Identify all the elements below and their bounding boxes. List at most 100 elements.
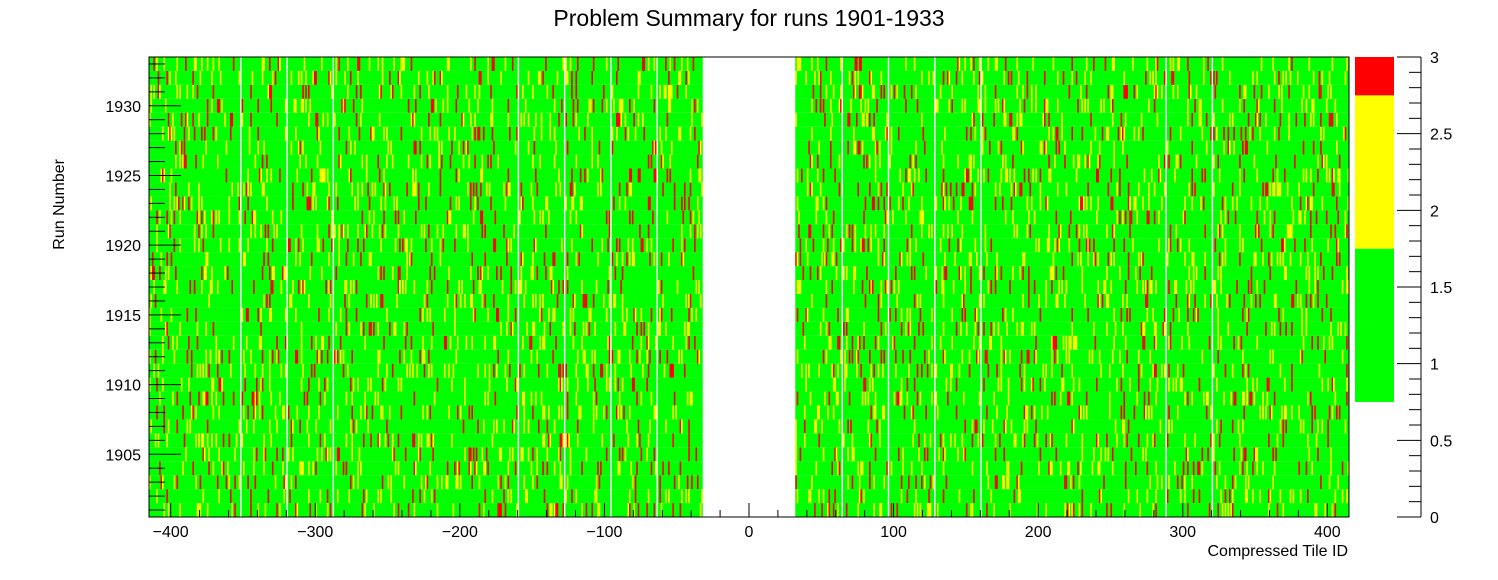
heatmap-cell — [180, 112, 183, 127]
heatmap-cell — [367, 377, 369, 392]
heatmap-cell — [208, 461, 210, 476]
heatmap-cell — [613, 196, 615, 211]
heatmap-cell — [1059, 391, 1062, 406]
heatmap-cell — [650, 238, 653, 253]
heatmap-cell — [608, 293, 611, 308]
heatmap-cell — [468, 154, 471, 169]
heatmap-cell — [1172, 70, 1175, 85]
heatmap-cell — [269, 419, 271, 434]
heatmap-cell — [229, 363, 232, 378]
heatmap-cell — [621, 307, 624, 322]
heatmap-cell — [423, 489, 426, 504]
heatmap-cell — [847, 475, 849, 490]
heatmap-cell — [522, 196, 524, 211]
heatmap-cell — [1119, 168, 1121, 183]
heatmap-cell — [318, 377, 320, 392]
heatmap-cell — [480, 168, 482, 183]
heatmap-cell — [1168, 405, 1170, 420]
heatmap-cell — [636, 349, 638, 364]
heatmap-cell — [614, 377, 617, 392]
heatmap-cell — [329, 293, 332, 308]
heatmap-cell — [1042, 363, 1045, 378]
heatmap-cell — [393, 321, 395, 336]
heatmap-cell — [334, 112, 336, 127]
heatmap-cell — [659, 84, 661, 99]
heatmap-cell — [1003, 98, 1006, 113]
heatmap-cell — [1158, 238, 1160, 253]
heatmap-cell — [944, 252, 946, 267]
heatmap-cell — [1324, 503, 1327, 517]
heatmap-cell — [1330, 447, 1332, 462]
heatmap-cell — [1253, 252, 1256, 267]
heatmap-cell — [605, 405, 608, 420]
heatmap-cell — [306, 391, 309, 406]
heatmap-cell — [497, 503, 500, 517]
heatmap-cell — [957, 154, 959, 169]
heatmap-cell — [668, 98, 670, 113]
heatmap-cell — [242, 349, 245, 364]
heatmap-cell — [1146, 461, 1149, 476]
heatmap-cell — [575, 154, 578, 169]
heatmap-cell — [893, 391, 896, 406]
heatmap-cell — [611, 252, 614, 267]
heatmap-cell — [1075, 70, 1078, 85]
heatmap-cell — [523, 112, 526, 127]
heatmap-cell — [553, 154, 556, 169]
heatmap-cell — [1320, 126, 1322, 141]
heatmap-cell — [1078, 154, 1081, 169]
heatmap-cell — [809, 391, 812, 406]
heatmap-cell — [198, 224, 200, 239]
heatmap-cell — [620, 280, 622, 294]
heatmap-cell — [1346, 280, 1348, 294]
heatmap-cell — [1191, 182, 1194, 197]
heatmap-cell — [1314, 405, 1316, 420]
heatmap-cell — [1262, 182, 1264, 197]
heatmap-cell — [322, 168, 325, 183]
heatmap-cell — [523, 363, 526, 378]
heatmap-cell — [1179, 126, 1182, 141]
heatmap-cell — [660, 307, 663, 322]
heatmap-cell — [607, 238, 609, 253]
heatmap-cell — [928, 70, 930, 85]
heatmap-cell — [221, 349, 223, 364]
heatmap-cell — [877, 363, 880, 378]
heatmap-cell — [1156, 84, 1159, 99]
heatmap-cell — [1218, 168, 1221, 183]
heatmap-cell — [1239, 252, 1241, 267]
heatmap-cell — [1269, 489, 1272, 504]
heatmap-cell — [276, 447, 278, 462]
heatmap-cell — [176, 84, 179, 99]
heatmap-cell — [1288, 57, 1290, 71]
heatmap-cell — [305, 70, 307, 85]
heatmap-cell — [1217, 224, 1220, 239]
heatmap-cell — [1331, 112, 1334, 127]
heatmap-cell — [688, 433, 690, 448]
heatmap-cell — [1330, 112, 1332, 127]
heatmap-cell — [910, 84, 913, 99]
heatmap-cell — [441, 140, 443, 155]
heatmap-cell — [1239, 182, 1241, 197]
heatmap-cell — [1229, 140, 1231, 155]
heatmap-row-run-1923 — [795, 196, 1349, 211]
heatmap-cell — [806, 252, 809, 267]
heatmap-cell — [269, 363, 271, 378]
heatmap-cell — [169, 126, 171, 141]
heatmap-cell — [631, 377, 634, 392]
heatmap-cell — [965, 321, 968, 336]
heatmap-cell — [1142, 252, 1144, 267]
heatmap-cell — [344, 70, 346, 85]
heatmap-cell — [253, 280, 255, 294]
heatmap-cell — [1004, 307, 1007, 322]
heatmap-cell — [420, 475, 423, 490]
heatmap-cell — [669, 168, 672, 183]
heatmap-cell — [977, 168, 980, 183]
heatmap-cell — [164, 321, 167, 336]
heatmap-cell — [529, 335, 531, 350]
heatmap-cell — [1168, 363, 1170, 378]
heatmap-cell — [1098, 293, 1101, 308]
heatmap-cell — [1090, 112, 1092, 127]
heatmap-cell — [1195, 154, 1198, 169]
heatmap-cell — [1312, 98, 1315, 113]
heatmap-cell — [303, 57, 306, 71]
heatmap-cell — [835, 252, 838, 267]
